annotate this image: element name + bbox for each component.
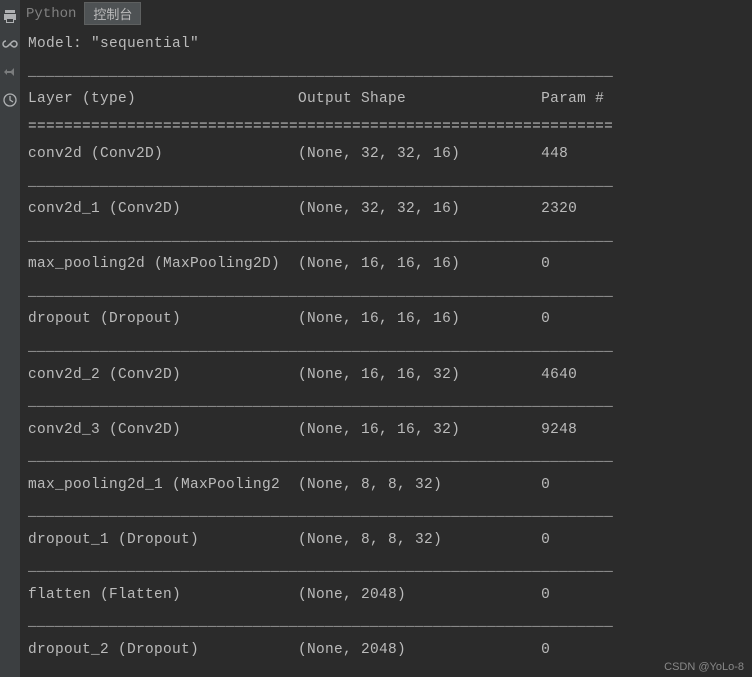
language-label: Python — [26, 6, 76, 22]
console-tab[interactable]: 控制台 — [84, 2, 141, 25]
sidebar — [0, 0, 20, 677]
infinity-icon[interactable] — [2, 36, 18, 52]
watermark: CSDN @YoLo-8 — [664, 661, 744, 673]
history-icon[interactable] — [2, 92, 18, 108]
print-icon[interactable] — [2, 8, 18, 24]
console-header: Python 控制台 — [20, 0, 752, 27]
debug-icon[interactable] — [2, 64, 18, 80]
console-content: Python 控制台 Model: "sequential" _________… — [20, 0, 752, 677]
console-output: Model: "sequential" ____________________… — [20, 27, 752, 669]
